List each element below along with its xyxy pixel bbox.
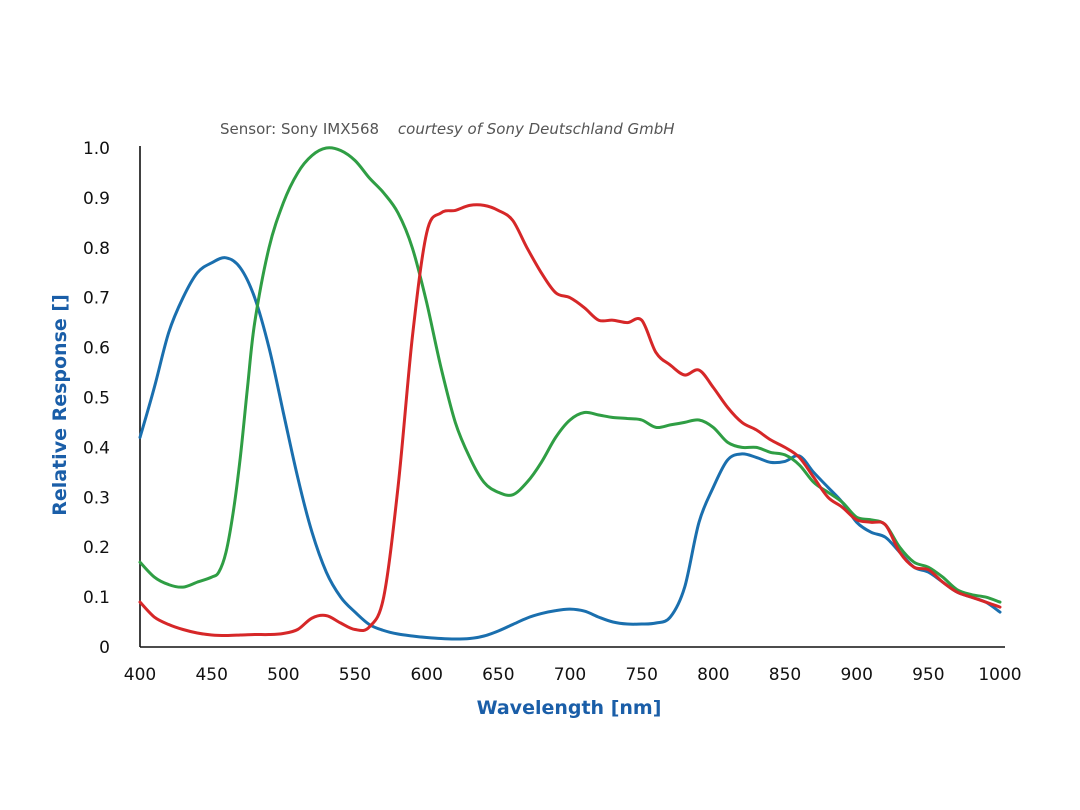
chart-caption: Sensor: Sony IMX568 courtesy of Sony Deu… <box>220 120 675 138</box>
axes <box>139 146 1005 648</box>
x-tick-label: 1000 <box>978 665 1021 685</box>
x-axis-title: Wavelength [nm] <box>477 697 662 719</box>
y-tick-label: 0.6 <box>83 339 110 359</box>
x-tick-label: 400 <box>124 665 156 685</box>
y-tick-label: 0.3 <box>83 488 110 508</box>
y-tick-label: 0.9 <box>83 189 110 209</box>
y-axis-title: Relative Response [] <box>49 294 71 516</box>
y-tick-labels: 0 0.1 0.2 0.3 0.4 0.5 0.6 0.7 0.8 0.9 1.0 <box>83 139 110 658</box>
x-tick-label: 450 <box>195 665 227 685</box>
red-response-line <box>138 203 1002 637</box>
series-layer <box>138 146 1002 641</box>
x-tick-label: 850 <box>769 665 801 685</box>
y-tick-label: 1.0 <box>83 139 110 159</box>
y-tick-label: 0.8 <box>83 239 110 259</box>
x-tick-label: 650 <box>482 665 514 685</box>
x-tick-label: 750 <box>625 665 657 685</box>
x-tick-label: 700 <box>554 665 586 685</box>
x-tick-label: 800 <box>697 665 729 685</box>
x-tick-label: 600 <box>410 665 442 685</box>
y-tick-label: 0.1 <box>83 588 110 608</box>
y-tick-label: 0.5 <box>83 389 110 409</box>
x-tick-label: 550 <box>339 665 371 685</box>
x-tick-label: 900 <box>840 665 872 685</box>
caption-credit: courtesy of Sony Deutschland GmbH <box>398 120 675 138</box>
y-tick-label: 0.4 <box>83 438 110 458</box>
x-tick-label: 500 <box>267 665 299 685</box>
y-tick-label: 0.2 <box>83 538 110 558</box>
x-tick-labels: 400 450 500 550 600 650 700 750 800 850 900 950 1000 <box>124 665 1022 685</box>
caption-sensor: Sensor: Sony IMX568 <box>220 120 379 138</box>
x-tick-label: 950 <box>912 665 944 685</box>
blue-response-line <box>138 256 1002 641</box>
y-tick-label: 0.7 <box>83 289 110 309</box>
y-tick-label: 0 <box>99 638 110 658</box>
green-response-line <box>138 146 1002 604</box>
